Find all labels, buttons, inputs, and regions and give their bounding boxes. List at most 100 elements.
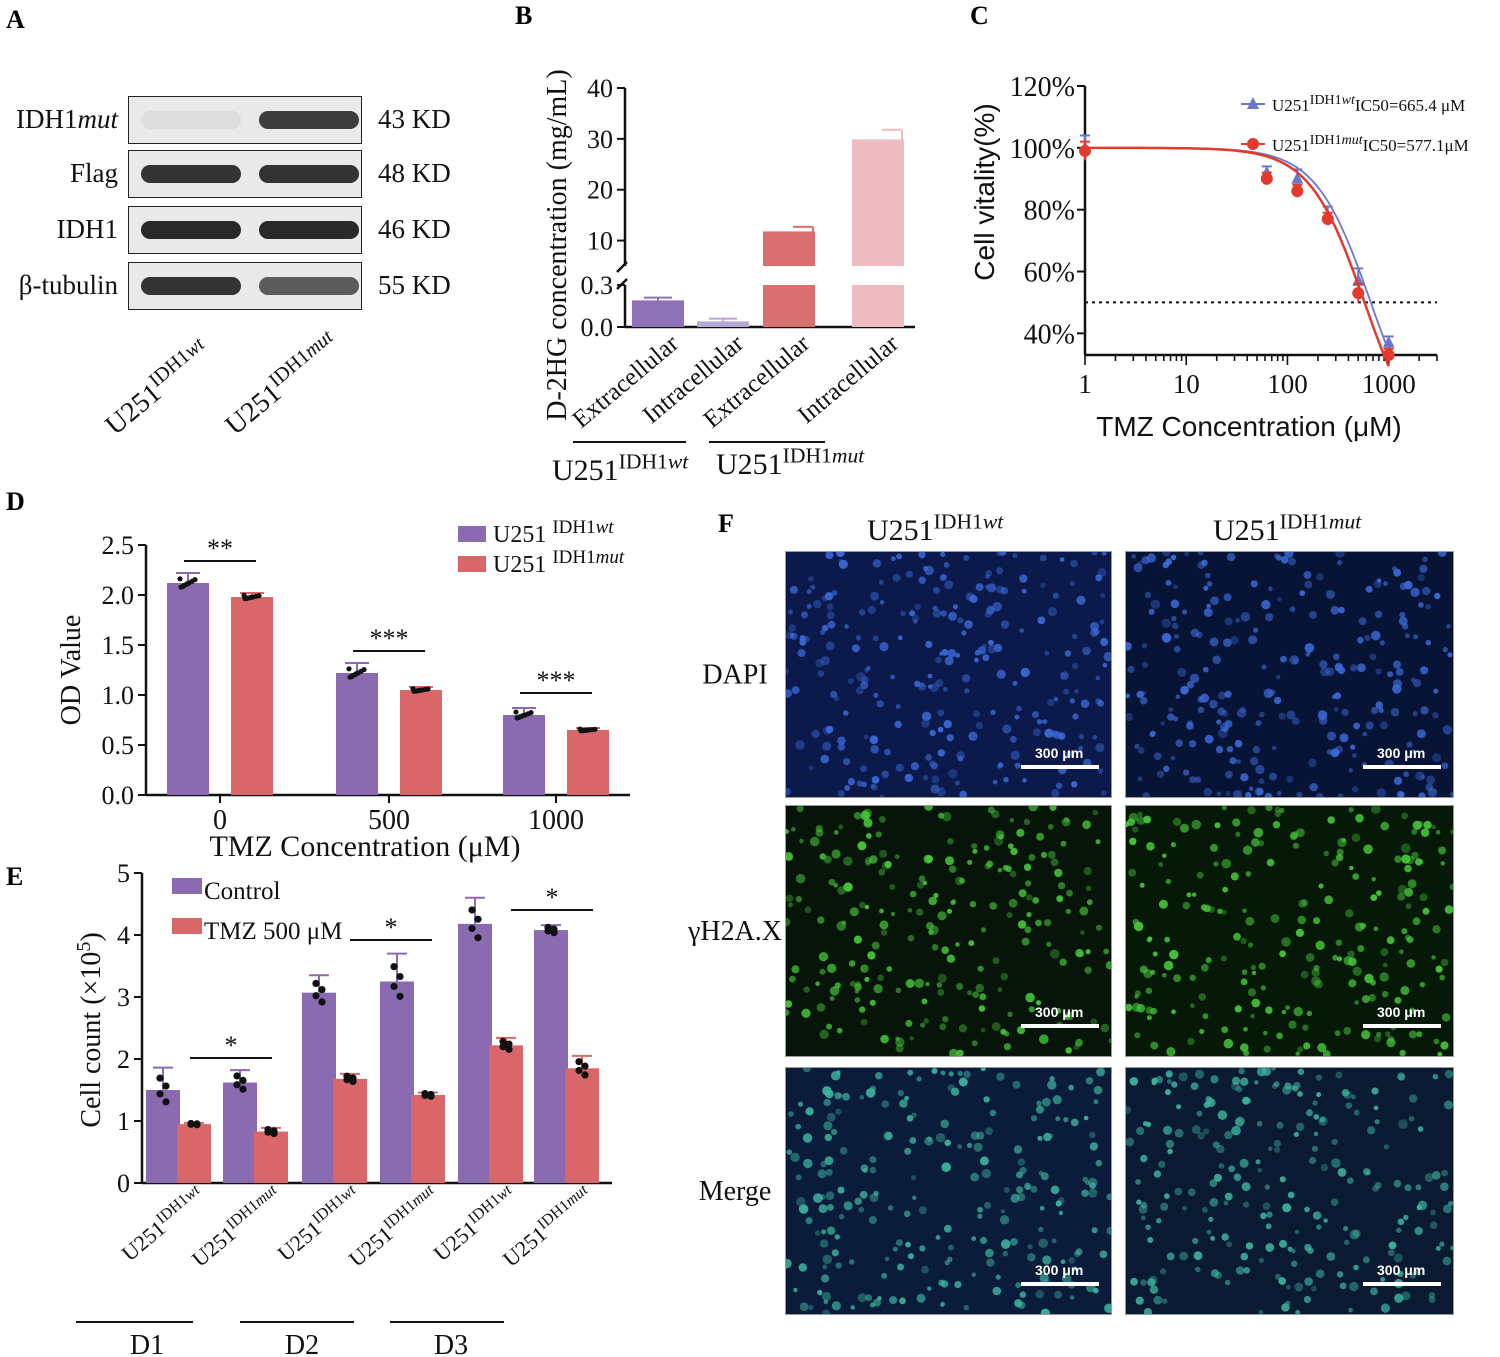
cell-nucleus bbox=[1038, 1226, 1044, 1233]
cell-nucleus bbox=[1404, 864, 1412, 873]
cell-nucleus bbox=[920, 1022, 926, 1028]
cell-nucleus bbox=[889, 884, 896, 890]
cell-nucleus bbox=[1378, 707, 1384, 713]
cell-nucleus bbox=[799, 635, 806, 642]
cell-nucleus bbox=[1373, 926, 1379, 932]
cell-nucleus bbox=[804, 906, 812, 913]
cell-nucleus bbox=[1046, 941, 1052, 947]
replicate-dot bbox=[584, 727, 590, 733]
cell-nucleus bbox=[1426, 775, 1435, 785]
cell-nucleus bbox=[1232, 818, 1241, 827]
cell-nucleus bbox=[808, 576, 814, 582]
cell-nucleus bbox=[918, 552, 926, 559]
cell-nucleus bbox=[838, 1213, 845, 1220]
cell-nucleus bbox=[1201, 963, 1209, 972]
cell-nucleus bbox=[1205, 957, 1212, 964]
cell-nucleus bbox=[1196, 871, 1204, 879]
cell-nucleus bbox=[1347, 950, 1355, 958]
cell-nucleus bbox=[895, 1036, 900, 1042]
cell-nucleus bbox=[1341, 1089, 1350, 1097]
replicate-dot bbox=[192, 577, 198, 583]
cell-nucleus bbox=[967, 1142, 973, 1148]
cell-nucleus bbox=[1414, 1226, 1423, 1236]
cell-nucleus bbox=[878, 868, 886, 876]
cell-nucleus bbox=[1044, 728, 1054, 738]
cell-nucleus bbox=[795, 740, 805, 750]
cell-nucleus bbox=[968, 940, 975, 947]
cell-nucleus bbox=[1335, 939, 1343, 946]
cell-nucleus bbox=[1429, 1221, 1438, 1229]
x-axis-label: TMZ Concentration (μM) bbox=[1096, 411, 1402, 442]
cell-nucleus bbox=[997, 867, 1003, 873]
cell-nucleus bbox=[855, 635, 862, 641]
cell-nucleus bbox=[795, 896, 803, 903]
cell-nucleus bbox=[1030, 1115, 1038, 1122]
cell-nucleus bbox=[1016, 1171, 1023, 1179]
cell-nucleus bbox=[971, 1040, 978, 1047]
y-tick-label: 40 bbox=[587, 74, 613, 103]
cell-nucleus bbox=[873, 1190, 879, 1196]
x-tick-label: 1 bbox=[1078, 369, 1092, 399]
cell-nucleus bbox=[1149, 1285, 1159, 1294]
cell-nucleus bbox=[1083, 1115, 1089, 1121]
cell-nucleus bbox=[941, 946, 949, 954]
cell-nucleus bbox=[868, 1216, 877, 1224]
cell-nucleus bbox=[1017, 920, 1027, 929]
blot-band bbox=[141, 221, 241, 239]
cell-nucleus bbox=[940, 1301, 946, 1307]
cell-nucleus bbox=[821, 1291, 832, 1302]
cell-nucleus bbox=[1095, 924, 1103, 931]
cell-nucleus bbox=[1447, 652, 1453, 658]
cell-nucleus bbox=[1335, 853, 1344, 862]
cell-nucleus bbox=[819, 1239, 829, 1248]
bar bbox=[302, 992, 336, 1183]
cell-nucleus bbox=[815, 658, 824, 668]
cell-nucleus bbox=[1442, 647, 1448, 653]
cell-nucleus bbox=[1432, 712, 1439, 719]
cell-nucleus bbox=[968, 731, 978, 741]
cell-nucleus bbox=[1312, 1211, 1322, 1220]
cell-nucleus bbox=[879, 600, 885, 605]
cell-nucleus bbox=[1322, 1050, 1331, 1056]
cell-nucleus bbox=[1281, 1009, 1287, 1015]
cell-nuclei bbox=[786, 1068, 1111, 1314]
cell-nucleus bbox=[1374, 1119, 1380, 1125]
cell-nucleus bbox=[1128, 868, 1137, 877]
cell-nucleus bbox=[835, 552, 845, 558]
cell-nucleus bbox=[1235, 1085, 1243, 1093]
cell-nucleus bbox=[825, 1168, 833, 1176]
bar bbox=[400, 690, 442, 795]
cell-nucleus bbox=[1351, 1094, 1356, 1100]
cell-nucleus bbox=[1419, 859, 1424, 865]
cell-nucleus bbox=[1072, 713, 1079, 720]
cell-nucleus bbox=[1376, 1031, 1382, 1037]
cell-nucleus bbox=[1153, 1170, 1162, 1178]
cell-nucleus bbox=[1040, 1308, 1050, 1314]
cell-nucleus bbox=[787, 902, 794, 908]
cell-nucleus bbox=[1223, 593, 1232, 602]
cell-nucleus bbox=[1265, 1223, 1272, 1230]
cell-nucleus bbox=[1210, 1269, 1220, 1278]
cell-nucleus bbox=[1092, 734, 1098, 740]
replicate-dot bbox=[156, 1074, 164, 1082]
significance-label: * bbox=[546, 883, 559, 912]
cell-nucleus bbox=[1126, 641, 1132, 651]
legend-label: Control bbox=[204, 878, 280, 905]
cell-nucleus bbox=[935, 1235, 941, 1240]
cell-nucleus bbox=[1063, 688, 1070, 695]
replicate-dot bbox=[499, 1037, 507, 1045]
cell-nucleus bbox=[1143, 969, 1153, 979]
cell-nucleus bbox=[1392, 684, 1402, 694]
cell-nucleus bbox=[824, 1133, 832, 1142]
group-label: U251IDH1wt bbox=[552, 450, 689, 487]
cell-nucleus bbox=[1358, 617, 1367, 626]
cell-nucleus bbox=[786, 894, 794, 903]
blot-row-label: IDH1 bbox=[57, 214, 119, 244]
replicate-dot bbox=[312, 979, 320, 988]
replicate-dot bbox=[396, 992, 404, 1000]
cell-nucleus bbox=[1240, 612, 1251, 622]
cell-nucleus bbox=[883, 1131, 893, 1141]
cell-nucleus bbox=[1212, 1141, 1220, 1149]
cell-nucleus bbox=[1258, 778, 1265, 785]
